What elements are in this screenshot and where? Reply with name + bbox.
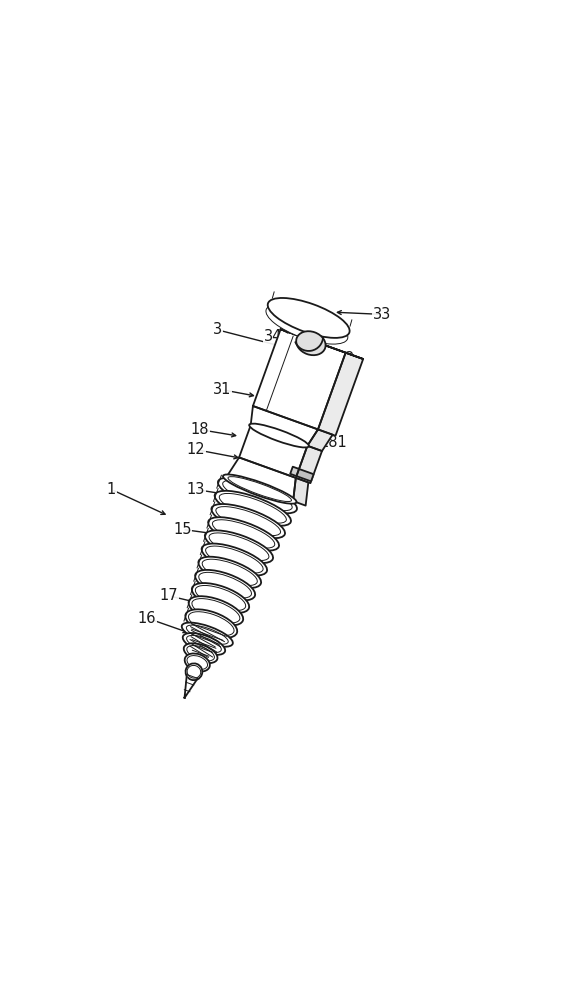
Polygon shape [216,533,263,561]
Text: 15: 15 [173,522,192,537]
Text: 32: 32 [337,351,356,366]
Polygon shape [220,519,268,548]
Text: 33: 33 [373,307,391,322]
Text: 13: 13 [186,482,205,497]
Ellipse shape [182,623,233,647]
Polygon shape [209,559,252,586]
Ellipse shape [223,474,296,504]
Ellipse shape [192,583,249,613]
Polygon shape [227,493,279,523]
Polygon shape [201,585,240,610]
Text: 18: 18 [191,422,209,437]
Polygon shape [307,429,332,451]
Polygon shape [296,469,313,481]
Text: 1: 1 [107,482,116,497]
Polygon shape [185,674,187,698]
Polygon shape [293,478,308,506]
Polygon shape [194,612,229,635]
Ellipse shape [268,298,349,338]
Ellipse shape [214,491,291,526]
Text: 16: 16 [138,611,156,626]
Ellipse shape [184,697,185,699]
Ellipse shape [189,596,243,625]
Text: 31: 31 [213,382,232,397]
Ellipse shape [185,653,210,672]
Ellipse shape [185,609,237,638]
Ellipse shape [198,557,261,588]
Polygon shape [251,406,318,446]
Ellipse shape [184,643,217,663]
Polygon shape [224,506,274,536]
Ellipse shape [208,517,279,551]
Ellipse shape [218,478,297,513]
Text: 34: 34 [264,329,283,344]
Ellipse shape [202,544,267,576]
Text: 181: 181 [319,435,347,450]
Ellipse shape [249,424,309,447]
Polygon shape [290,467,299,476]
Text: 12: 12 [186,442,205,457]
Polygon shape [239,425,307,478]
Ellipse shape [205,530,273,563]
Ellipse shape [212,504,285,538]
Polygon shape [198,598,235,623]
Text: 17: 17 [160,588,178,603]
Polygon shape [253,329,345,429]
Polygon shape [227,457,296,501]
Polygon shape [296,446,322,483]
Ellipse shape [182,633,225,655]
Polygon shape [318,353,363,436]
Ellipse shape [185,663,202,680]
Ellipse shape [266,304,348,344]
Polygon shape [205,572,246,598]
Polygon shape [281,329,363,359]
Polygon shape [231,480,285,511]
Ellipse shape [296,331,325,355]
Text: 3: 3 [213,322,223,337]
Ellipse shape [195,570,255,600]
Polygon shape [212,546,257,573]
